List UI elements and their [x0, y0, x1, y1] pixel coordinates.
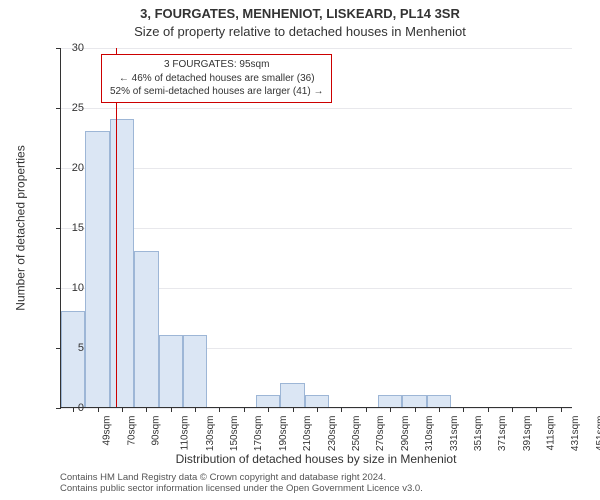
xtick-mark [488, 407, 489, 412]
xtick-label: 290sqm [400, 416, 411, 452]
xtick-label: 351sqm [473, 416, 484, 452]
xtick-label: 230sqm [327, 416, 338, 452]
xtick-label: 90sqm [150, 416, 161, 446]
xtick-mark [244, 407, 245, 412]
histogram-bar [305, 395, 329, 407]
histogram-bar [159, 335, 183, 407]
annotation-line: 3 FOURGATES: 95sqm [110, 58, 323, 72]
histogram-bar [61, 311, 85, 407]
histogram-bar [256, 395, 280, 407]
annotation-box: 3 FOURGATES: 95sqm← 46% of detached hous… [101, 54, 332, 103]
annotation-line: ← 46% of detached houses are smaller (36… [110, 72, 323, 86]
chart-footer: Contains HM Land Registry data © Crown c… [60, 472, 423, 495]
xtick-label: 49sqm [102, 416, 113, 446]
xtick-mark [536, 407, 537, 412]
xtick-label: 190sqm [278, 416, 289, 452]
xtick-label: 250sqm [351, 416, 362, 452]
ytick-label: 20 [60, 162, 84, 174]
gridline [61, 228, 572, 229]
xtick-mark [366, 407, 367, 412]
xtick-mark [341, 407, 342, 412]
plot-area: 49sqm70sqm90sqm110sqm130sqm150sqm170sqm1… [60, 48, 572, 408]
xtick-mark [268, 407, 269, 412]
histogram-bar [183, 335, 207, 407]
xtick-mark [195, 407, 196, 412]
gridline [61, 108, 572, 109]
xtick-mark [171, 407, 172, 412]
ytick-label: 25 [60, 102, 84, 114]
footer-line-1: Contains HM Land Registry data © Crown c… [60, 472, 423, 483]
gridline [61, 48, 572, 49]
xtick-label: 431sqm [571, 416, 582, 452]
ytick-label: 10 [60, 282, 84, 294]
xtick-label: 130sqm [205, 416, 216, 452]
xtick-label: 170sqm [254, 416, 265, 452]
chart-title-sub: Size of property relative to detached ho… [0, 24, 600, 39]
xtick-label: 210sqm [302, 416, 313, 452]
histogram-bar [280, 383, 304, 407]
ytick-label: 30 [60, 42, 84, 54]
ytick-label: 0 [60, 402, 84, 414]
xtick-label: 110sqm [180, 416, 191, 451]
ytick-label: 5 [60, 342, 84, 354]
xtick-mark [439, 407, 440, 412]
xtick-mark [390, 407, 391, 412]
chart-container: 3, FOURGATES, MENHENIOT, LISKEARD, PL14 … [0, 0, 600, 500]
y-axis-label: Number of detached properties [14, 48, 28, 408]
xtick-label: 391sqm [522, 416, 533, 452]
xtick-mark [219, 407, 220, 412]
xtick-label: 411sqm [545, 416, 556, 451]
xtick-mark [512, 407, 513, 412]
xtick-label: 70sqm [126, 416, 137, 446]
ytick-label: 15 [60, 222, 84, 234]
x-axis-label: Distribution of detached houses by size … [60, 452, 572, 466]
xtick-mark [561, 407, 562, 412]
xtick-mark [415, 407, 416, 412]
xtick-label: 331sqm [449, 416, 460, 452]
chart-title-main: 3, FOURGATES, MENHENIOT, LISKEARD, PL14 … [0, 6, 600, 21]
xtick-mark [463, 407, 464, 412]
gridline [61, 168, 572, 169]
xtick-label: 150sqm [229, 416, 240, 452]
xtick-mark [317, 407, 318, 412]
annotation-line: 52% of semi-detached houses are larger (… [110, 85, 323, 99]
xtick-mark [98, 407, 99, 412]
xtick-mark [146, 407, 147, 412]
histogram-bar [134, 251, 158, 407]
xtick-label: 270sqm [375, 416, 386, 452]
xtick-label: 371sqm [497, 416, 508, 452]
xtick-mark [122, 407, 123, 412]
footer-line-2: Contains public sector information licen… [60, 483, 423, 494]
histogram-bar [85, 131, 109, 407]
xtick-mark [293, 407, 294, 412]
histogram-bar [110, 119, 134, 407]
histogram-bar [427, 395, 451, 407]
xtick-label: 310sqm [424, 416, 435, 452]
histogram-bar [378, 395, 402, 407]
xtick-label: 451sqm [595, 416, 600, 452]
histogram-bar [402, 395, 426, 407]
